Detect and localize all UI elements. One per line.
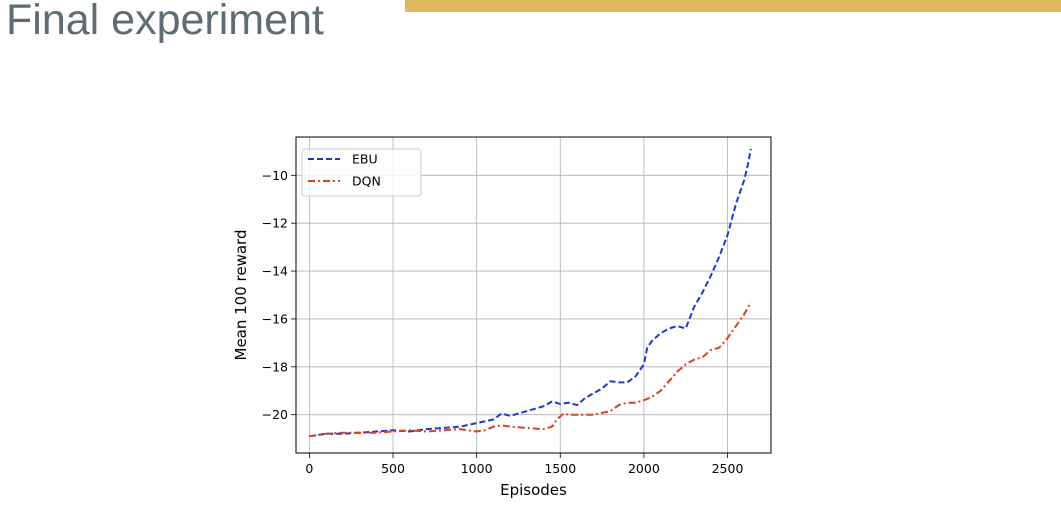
series-line-ebu [309,148,752,438]
y-axis-title: Mean 100 reward [232,230,250,361]
y-tick-label: −12 [262,216,288,231]
legend-box [301,148,422,197]
y-tick-label: −16 [262,311,288,326]
series-lines [309,148,752,438]
legend: EBU DQN [301,148,422,197]
legend-label-dqn: DQN [352,174,381,189]
x-tick-label: 2500 [712,461,744,476]
slide-title: Final experiment [6,0,324,44]
x-tick-label: 1000 [461,461,493,476]
y-tick-label: −10 [262,168,288,183]
x-tick-label: 0 [305,461,313,476]
axis-ticks: 0 500 1000 1500 2000 2500 −20 −18 −16 −14 −12 −10 [262,168,744,476]
legend-label-ebu: EBU [352,152,378,167]
x-axis-title: Episodes [500,481,567,499]
y-tick-label: −18 [262,359,288,374]
accent-bar [405,0,1061,12]
y-tick-label: −20 [262,407,288,422]
plot-frame [295,136,772,454]
x-tick-label: 500 [381,461,405,476]
y-tick-label: −14 [262,264,288,279]
grid-lines [296,137,771,453]
x-tick-label: 2000 [628,461,660,476]
series-line-dqn [309,301,752,438]
x-tick-label: 1500 [544,461,576,476]
